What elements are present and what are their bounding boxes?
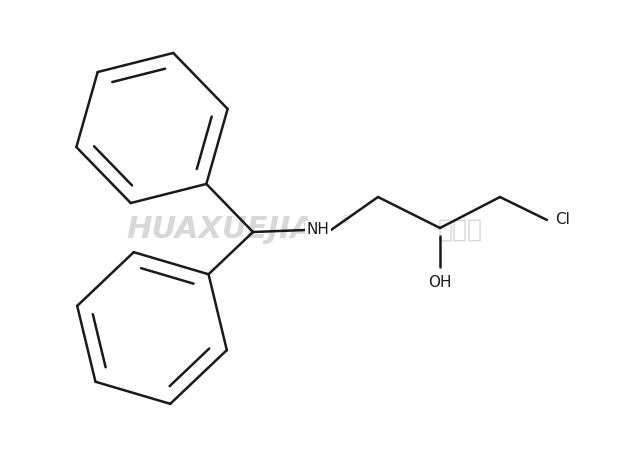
Text: NH: NH	[307, 223, 329, 238]
Text: ®: ®	[340, 215, 350, 225]
Text: HUAXUEJIA: HUAXUEJIA	[126, 216, 314, 245]
Text: 科学加: 科学加	[437, 218, 483, 242]
Text: OH: OH	[428, 275, 452, 290]
Text: Cl: Cl	[555, 213, 570, 228]
